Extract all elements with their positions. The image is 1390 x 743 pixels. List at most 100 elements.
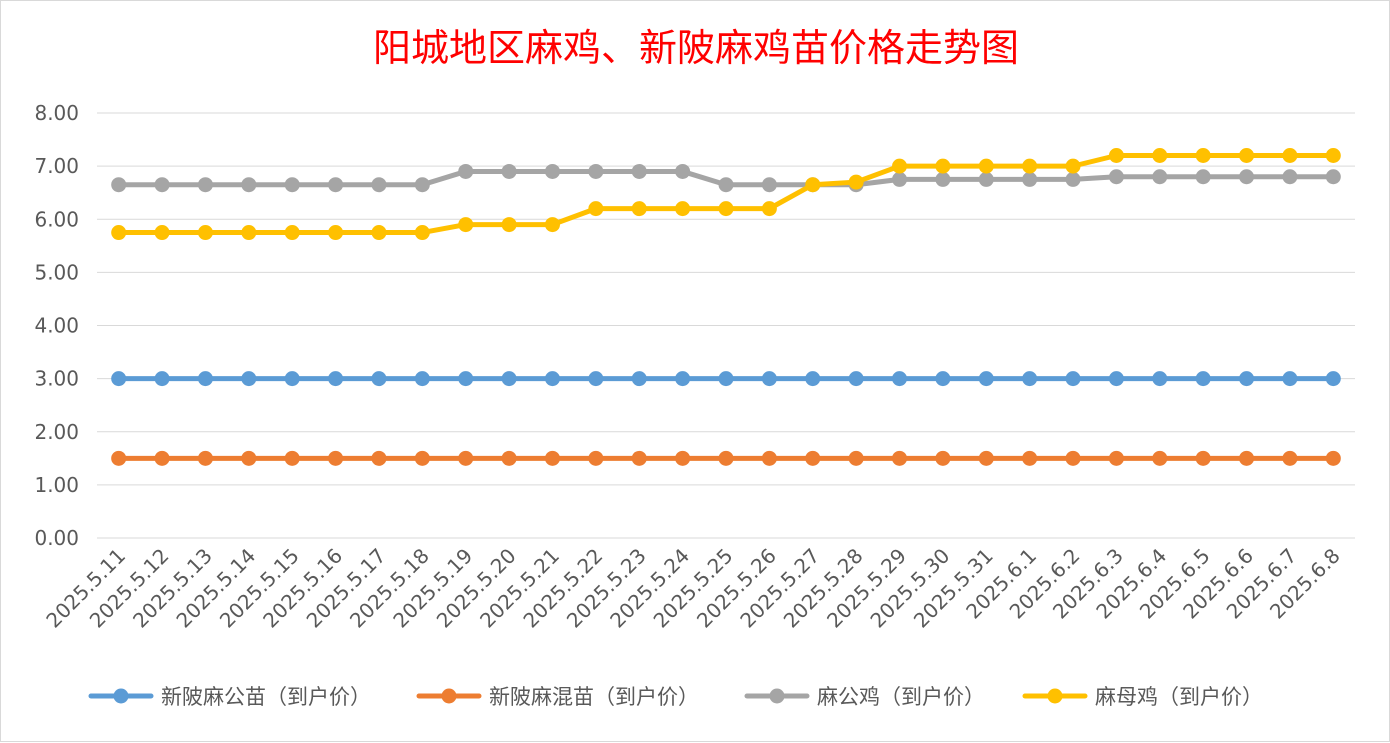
data-point [1152,450,1168,466]
data-point [458,217,474,233]
data-point [675,201,691,217]
data-point [1325,148,1341,163]
y-tick-label: 8.00 [34,101,79,125]
y-tick-label: 2.00 [34,420,79,444]
data-point [761,371,777,387]
data-point [1325,450,1341,466]
data-point [1108,371,1124,387]
data-point [1065,171,1081,187]
data-point [414,450,430,466]
data-point [935,371,951,387]
data-point [414,225,430,241]
x-axis-ticks: 2025.5.112025.5.122025.5.132025.5.142025… [41,544,1345,633]
data-point [978,158,994,174]
data-point [1152,148,1168,163]
data-point [588,201,604,217]
data-point [458,163,474,179]
data-point [1108,148,1124,163]
data-point [1282,148,1298,163]
data-point [458,450,474,466]
data-point [1022,371,1038,387]
data-point [1022,450,1038,466]
data-point [588,371,604,387]
legend-item: 麻母鸡（到户价） [1022,685,1263,709]
data-point [1195,450,1211,466]
data-point [328,177,344,193]
data-point [414,177,430,193]
data-point [241,450,257,466]
data-point [197,225,213,241]
data-point [718,177,734,193]
data-point [284,450,300,466]
data-point [241,371,257,387]
data-point [718,371,734,387]
data-point [111,450,127,466]
data-point [805,371,821,387]
data-point [761,450,777,466]
data-point [284,371,300,387]
data-point [978,171,994,187]
legend-item: 新陂麻公苗（到户价） [88,685,371,709]
data-point [718,201,734,217]
data-point [978,450,994,466]
data-point [588,163,604,179]
data-point [588,450,604,466]
data-point [1065,371,1081,387]
data-point [1152,371,1168,387]
y-tick-label: 6.00 [34,207,79,231]
data-point [241,177,257,193]
data-point [111,371,127,387]
data-point [892,450,908,466]
legend-label: 新陂麻公苗（到户价） [161,685,371,709]
data-point [1152,169,1168,185]
legend-swatch-marker [113,688,129,704]
data-point [544,450,560,466]
data-point [1239,169,1255,185]
data-point [241,225,257,241]
y-tick-label: 4.00 [34,314,79,338]
data-point [197,177,213,193]
data-point [1108,169,1124,185]
series-lines [111,148,1341,466]
data-point [154,225,170,241]
data-point [1195,169,1211,185]
data-point [501,163,517,179]
data-point [631,450,647,466]
y-axis-ticks: 0.00 1.00 2.00 3.00 4.00 5.00 6.00 7.00 8.00 [34,101,79,550]
data-point [675,450,691,466]
data-point [935,158,951,174]
data-point [328,371,344,387]
y-tick-label: 1.00 [34,473,79,497]
y-tick-label: 0.00 [34,526,79,550]
legend-item: 新陂麻混苗（到户价） [416,685,699,709]
data-point [935,171,951,187]
data-point [1282,169,1298,185]
legend-swatch-marker [441,688,457,704]
data-point [631,201,647,217]
data-point [371,225,387,241]
data-point [371,371,387,387]
data-point [501,450,517,466]
data-point [1325,169,1341,185]
data-point [892,171,908,187]
data-point [544,163,560,179]
data-point [1325,371,1341,387]
series-3 [111,163,1341,193]
data-point [1065,158,1081,174]
data-point [1022,158,1038,174]
y-tick-label: 3.00 [34,367,79,391]
data-point [1195,371,1211,387]
data-point [718,450,734,466]
data-point [892,158,908,174]
data-point [805,177,821,193]
data-point [1282,371,1298,387]
data-point [371,450,387,466]
data-point [197,371,213,387]
series-line [116,153,1336,236]
data-point [501,371,517,387]
legend-swatch-marker [1047,688,1063,704]
data-point [284,177,300,193]
legend-label: 麻公鸡（到户价） [817,685,985,709]
